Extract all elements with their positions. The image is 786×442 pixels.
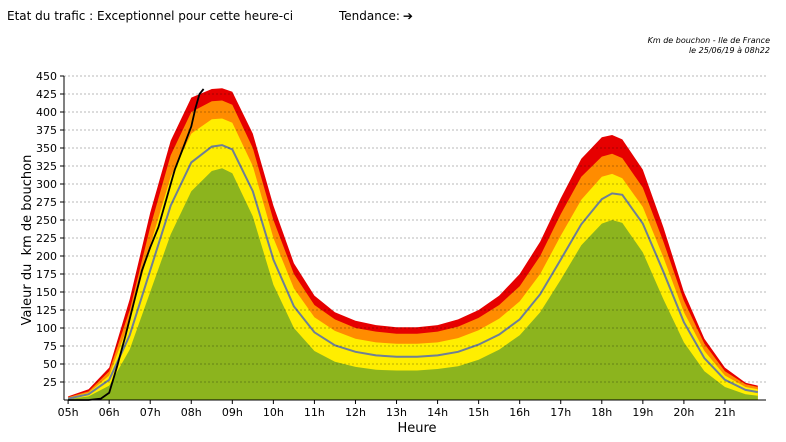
x-tick-label: 14h: [427, 406, 448, 419]
mean-line: [67, 144, 758, 400]
x-tick-label: 13h: [386, 406, 407, 419]
y-tick-label: 400: [36, 106, 57, 119]
y-tick-label: 175: [36, 268, 57, 281]
y-tick-label: 325: [36, 160, 57, 173]
traffic-status-label: Etat du trafic: [7, 9, 86, 23]
y-tick-label: 200: [36, 250, 57, 263]
x-tick-label: 10h: [263, 406, 284, 419]
trend-label: Tendance:: [339, 9, 400, 23]
y-tick-label: 225: [36, 232, 57, 245]
y-tick-label: 300: [36, 178, 57, 191]
x-tick-label: 19h: [632, 406, 653, 419]
x-tick-label: 18h: [591, 406, 612, 419]
x-tick-label: 20h: [673, 406, 694, 419]
caption-line-1: Km de bouchon - Ile de France: [647, 36, 770, 45]
y-tick-label: 75: [43, 340, 57, 353]
trend: Tendance: ➔: [339, 9, 413, 23]
y-tick-label: 125: [36, 304, 57, 317]
x-axis-title: Heure: [397, 421, 436, 436]
traffic-status: Etat du trafic : Exceptionnel pour cette…: [7, 9, 293, 23]
y-tick-label: 150: [36, 286, 57, 299]
chart-caption: Km de bouchon - Ile de France le 25/06/1…: [648, 36, 770, 56]
y-axis-title: Valeur du km de bouchon: [20, 155, 35, 326]
caption-line-2: le 25/06/19 à 08h22: [688, 46, 770, 55]
y-tick-label: 375: [36, 124, 57, 137]
x-tick-label: 09h: [222, 406, 243, 419]
x-tick-label: 17h: [550, 406, 571, 419]
traffic-status-separator: :: [85, 9, 98, 23]
today-line: [68, 88, 205, 401]
x-tick-label: 21h: [714, 406, 735, 419]
x-tick-label: 12h: [345, 406, 366, 419]
band-green-area: [68, 168, 758, 400]
x-tick-label: 15h: [468, 406, 489, 419]
y-tick-label: 100: [36, 322, 57, 335]
y-tick-label: 350: [36, 142, 57, 155]
x-tick-label: 16h: [509, 406, 530, 419]
y-tick-label: 250: [36, 214, 57, 227]
x-tick-label: 07h: [140, 406, 161, 419]
x-tick-label: 11h: [304, 406, 325, 419]
y-tick-label: 275: [36, 196, 57, 209]
x-tick-label: 08h: [181, 406, 202, 419]
y-tick-label: 450: [36, 70, 57, 83]
y-tick-label: 425: [36, 88, 57, 101]
x-tick-label: 05h: [58, 406, 79, 419]
y-tick-label: 50: [43, 358, 57, 371]
arrow-right-icon: ➔: [402, 9, 413, 23]
traffic-status-value: Exceptionnel pour cette heure-ci: [97, 9, 294, 23]
y-tick-label: 25: [43, 376, 57, 389]
x-tick-label: 06h: [99, 406, 120, 419]
